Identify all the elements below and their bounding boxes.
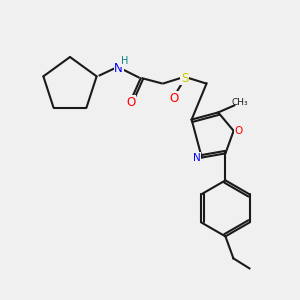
Text: O: O [126, 96, 135, 109]
Text: CH₃: CH₃ [232, 98, 248, 107]
Text: H: H [121, 56, 128, 66]
Text: N: N [114, 62, 123, 75]
Text: S: S [181, 72, 188, 85]
Text: O: O [235, 126, 243, 136]
Text: N: N [193, 153, 201, 163]
Text: O: O [169, 92, 178, 105]
